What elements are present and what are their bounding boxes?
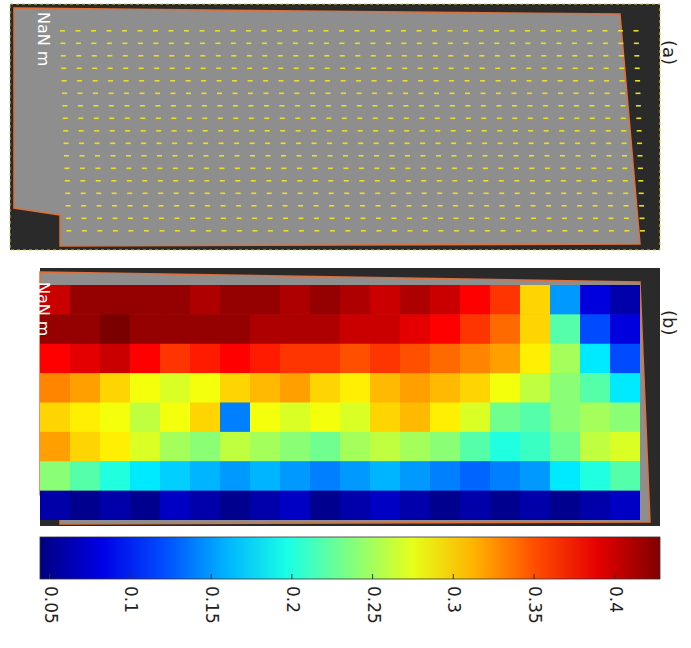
svg-text:0.1: 0.1 [121,586,141,613]
svg-text:0.3: 0.3 [444,586,464,613]
svg-text:0.15: 0.15 [202,586,222,624]
svg-text:0.4: 0.4 [606,586,626,613]
svg-text:(a): (a) [659,40,680,65]
svg-text:0.2: 0.2 [283,586,303,613]
svg-text:(b): (b) [659,310,680,335]
svg-text:NaN m: NaN m [34,282,53,336]
svg-text:0.35: 0.35 [525,586,545,624]
svg-text:NaN m: NaN m [34,12,53,66]
svg-text:0.05: 0.05 [41,586,61,624]
svg-text:0.25: 0.25 [364,586,384,624]
